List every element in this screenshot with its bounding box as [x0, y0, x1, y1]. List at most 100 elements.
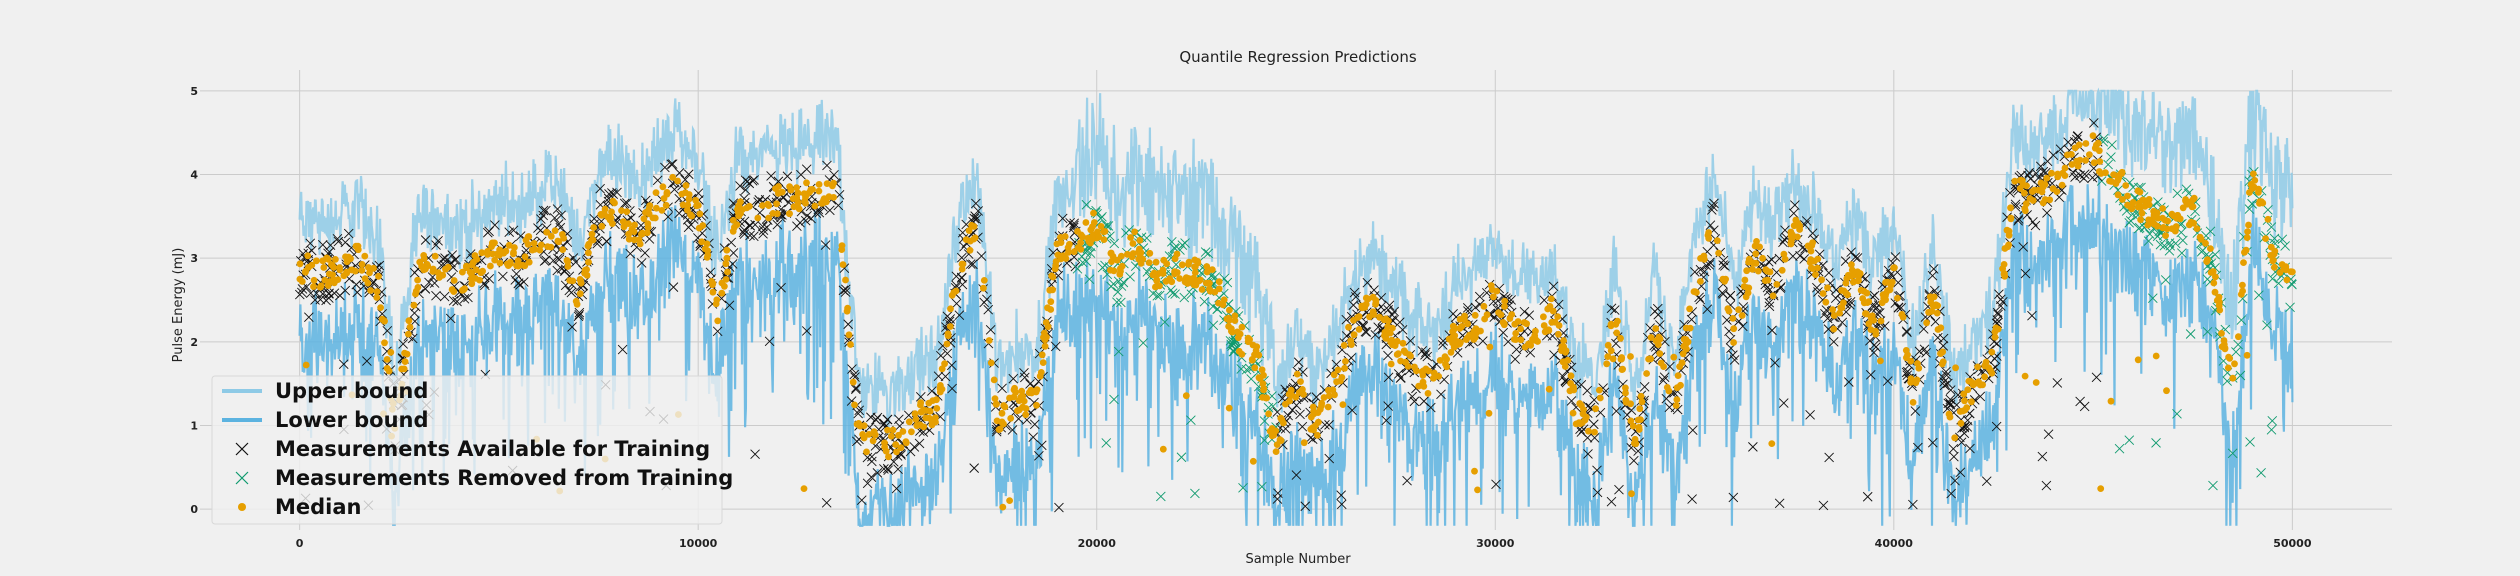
median-point	[1152, 258, 1160, 266]
median-point	[662, 201, 670, 209]
median-point	[1097, 223, 1105, 230]
training-measurement-marker	[847, 364, 857, 374]
median-point	[1523, 320, 1530, 328]
median-point	[2173, 215, 2181, 222]
median-point	[1856, 270, 1864, 278]
median-point	[692, 196, 700, 204]
median-point	[1627, 400, 1634, 408]
median-point	[1636, 405, 1644, 413]
median-point	[1451, 324, 1458, 332]
training-measurement-marker	[882, 414, 893, 425]
removed-measurement-marker	[2256, 467, 2266, 478]
training-measurement-marker	[564, 285, 575, 296]
removed-measurement-marker	[2160, 275, 2171, 285]
median-point	[551, 227, 559, 235]
x-tick-label: 0	[296, 537, 304, 550]
median-point	[905, 418, 913, 426]
median-point	[1872, 330, 1880, 338]
median-point	[1690, 288, 1698, 295]
median-point	[1705, 229, 1712, 236]
training-measurement-marker	[851, 436, 862, 447]
training-measurement-marker	[553, 219, 564, 229]
training-measurement-marker	[1437, 340, 1448, 350]
training-measurement-marker	[1511, 344, 1522, 355]
median-point	[1638, 398, 1646, 406]
median-point	[584, 242, 592, 250]
median-point	[442, 265, 449, 273]
training-measurement-marker	[294, 289, 305, 300]
training-measurement-marker	[448, 295, 459, 306]
median-point	[1082, 219, 1090, 226]
training-measurement-marker	[985, 325, 996, 335]
median-point	[1399, 339, 1407, 347]
median-point	[2197, 235, 2205, 243]
training-measurement-marker	[377, 308, 388, 319]
training-measurement-marker	[927, 386, 937, 396]
median-point	[793, 184, 800, 192]
median-point	[1560, 337, 1567, 344]
median-point	[1249, 457, 1257, 465]
training-measurement-marker	[1896, 303, 1906, 313]
removed-measurement-marker	[1072, 263, 1083, 274]
training-measurement-marker	[1992, 307, 2003, 318]
median-point	[1607, 347, 1615, 355]
median-point	[1994, 325, 2002, 333]
median-point	[302, 267, 309, 275]
median-point	[1000, 420, 1007, 428]
training-measurement-marker	[2013, 214, 2024, 224]
training-measurement-marker	[903, 410, 914, 421]
median-point	[1713, 237, 1721, 245]
removed-measurement-marker	[2285, 302, 2295, 313]
median-point	[1604, 341, 1612, 349]
training-measurement-marker	[1687, 425, 1698, 435]
median-point	[1136, 251, 1144, 259]
training-measurement-marker	[764, 336, 775, 347]
removed-measurement-marker	[1125, 272, 1135, 282]
y-tick-label: 4	[190, 169, 198, 182]
median-point	[1981, 373, 1988, 381]
training-measurement-marker	[1013, 414, 1024, 424]
training-measurement-marker	[1287, 405, 1298, 415]
removed-measurement-marker	[1176, 452, 1187, 463]
training-measurement-marker	[822, 160, 832, 171]
median-point	[2212, 273, 2219, 281]
median-point	[1618, 355, 1625, 363]
median-point	[1225, 316, 1233, 324]
median-point	[1483, 311, 1491, 319]
median-point	[944, 330, 952, 338]
median-point	[479, 267, 486, 275]
training-measurement-marker	[1725, 291, 1735, 301]
median-point	[1673, 396, 1681, 403]
median-point	[1176, 275, 1183, 282]
removed-measurement-marker	[1097, 211, 1107, 222]
median-point	[985, 337, 993, 344]
median-point	[1171, 255, 1179, 263]
median-point	[583, 266, 590, 273]
training-measurement-marker	[739, 216, 750, 227]
median-point	[1206, 279, 1213, 287]
median-point	[1415, 382, 1423, 390]
median-point	[844, 304, 851, 312]
median-point	[1928, 308, 1936, 315]
median-point	[1860, 299, 1868, 307]
median-point	[908, 428, 915, 436]
median-point	[2089, 132, 2097, 140]
median-point	[815, 181, 823, 188]
median-point	[1744, 289, 1752, 297]
training-measurement-marker	[1498, 327, 1509, 338]
training-measurement-marker	[735, 181, 745, 191]
median-point	[871, 431, 879, 439]
training-measurement-marker	[973, 206, 983, 216]
training-measurement-marker	[352, 287, 363, 298]
removed-measurement-marker	[2125, 216, 2136, 226]
median-point	[1865, 320, 1873, 328]
median-point	[1006, 497, 1013, 504]
median-point	[1190, 281, 1198, 289]
training-measurement-marker	[951, 298, 962, 309]
median-point	[1730, 325, 1738, 333]
median-point	[367, 287, 374, 294]
median-point	[1340, 341, 1348, 349]
median-point	[2090, 159, 2098, 167]
median-point	[2270, 256, 2277, 264]
removed-measurement-marker	[1200, 247, 1211, 257]
